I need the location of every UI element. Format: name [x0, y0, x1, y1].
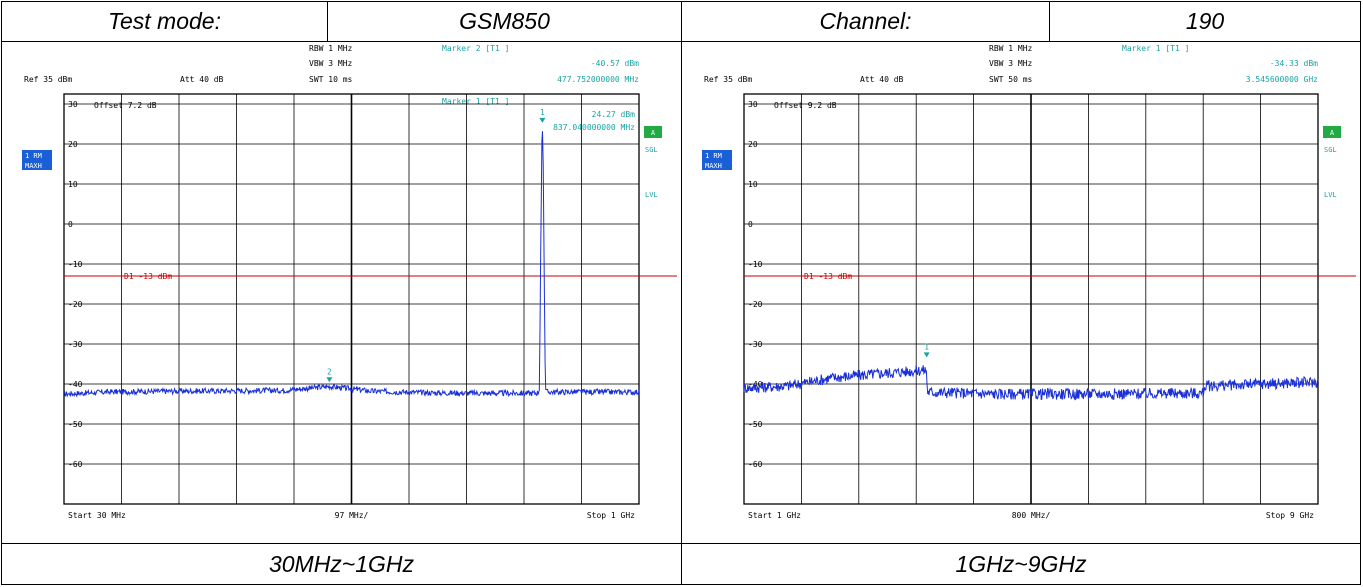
test-mode-value: GSM850: [327, 1, 682, 42]
left-plot-cell: Ref 35 dBm Att 40 dB RBW 1 MHz VBW 3 MHz SWT…: [1, 41, 682, 544]
marker-a-title: Marker 1 [T1 ]: [1122, 44, 1189, 53]
trace-badge-line2: MAXH: [25, 162, 42, 170]
channel-label: Channel:: [681, 1, 1050, 42]
spectrum-plot-30mhz-1ghz: Ref 35 dBm Att 40 dB RBW 1 MHz VBW 3 MHz SWT…: [22, 44, 677, 520]
spectrum-plot-1ghz-9ghz: Ref 35 dBm Att 40 dB RBW 1 MHz VBW 3 MHz SWT…: [702, 44, 1356, 520]
channel-value: 190: [1049, 1, 1361, 42]
right-plot-cell: Ref 35 dBm Att 40 dB RBW 1 MHz VBW 3 MHz SWT…: [681, 41, 1361, 544]
status-a-text: A: [1330, 129, 1335, 137]
marker-a-frequency: 3.545600000 GHz: [1246, 75, 1318, 84]
sgl-indicator: SGL: [645, 146, 658, 154]
y-tick-label: -20: [748, 300, 763, 309]
marker-label: 1: [540, 108, 545, 117]
y-tick-label: -40: [68, 380, 83, 389]
attenuation-text: Att 40 dB: [180, 75, 224, 84]
left-caption: 30MHz~1GHz: [1, 543, 682, 585]
trace-badge-line1: 1 RM: [705, 152, 722, 160]
offset-text: Offset 7.2 dB: [94, 101, 157, 110]
status-a-badge: [644, 126, 662, 138]
span-per-div-text: 97 MHz/: [335, 511, 369, 520]
marker-triangle: [326, 377, 333, 383]
marker-a-level: -40.57 dBm: [591, 59, 639, 68]
vbw-text: VBW 3 MHz: [989, 59, 1033, 68]
sgl-indicator: SGL: [1324, 146, 1337, 154]
attenuation-text: Att 40 dB: [860, 75, 904, 84]
stop-frequency-text: Stop 1 GHz: [587, 511, 635, 520]
marker-triangle: [539, 117, 546, 123]
y-tick-label: -10: [68, 260, 83, 269]
spectrum-trace: [63, 131, 640, 398]
vbw-text: VBW 3 MHz: [309, 59, 353, 68]
y-tick-label: 20: [748, 140, 758, 149]
sweep-time-text: SWT 50 ms: [989, 75, 1033, 84]
y-tick-label: -30: [748, 340, 763, 349]
trace-badge: [22, 150, 52, 170]
marker-a-level: -34.33 dBm: [1270, 59, 1318, 68]
right-caption: 1GHz~9GHz: [681, 543, 1361, 585]
y-tick-label: 20: [68, 140, 78, 149]
y-tick-label: 30: [748, 100, 758, 109]
rbw-text: RBW 1 MHz: [309, 44, 353, 53]
trace-badge-line2: MAXH: [705, 162, 722, 170]
marker-label: 2: [327, 367, 332, 376]
y-tick-label: 30: [68, 100, 78, 109]
y-tick-label: -60: [748, 460, 763, 469]
y-tick-label: 0: [68, 220, 73, 229]
marker-b-title: Marker 1 [T1 ]: [442, 97, 509, 106]
sweep-time-text: SWT 10 ms: [309, 75, 353, 84]
status-a-badge: [1323, 126, 1341, 138]
lvl-indicator: LVL: [1324, 191, 1337, 199]
marker-a-title: Marker 2 [T1 ]: [442, 44, 509, 53]
offset-text: Offset 9.2 dB: [774, 101, 837, 110]
y-tick-label: 0: [748, 220, 753, 229]
marker-label: 1: [924, 342, 929, 351]
y-tick-label: -10: [748, 260, 763, 269]
marker-b-level: 24.27 dBm: [592, 110, 636, 119]
ref-level-text: Ref 35 dBm: [704, 75, 752, 84]
y-tick-label: -50: [748, 420, 763, 429]
y-tick-label: -30: [68, 340, 83, 349]
span-per-div-text: 800 MHz/: [1012, 511, 1051, 520]
y-tick-label: -60: [68, 460, 83, 469]
trace-badge: [702, 150, 732, 170]
status-a-text: A: [651, 129, 656, 137]
start-frequency-text: Start 1 GHz: [748, 511, 801, 520]
start-frequency-text: Start 30 MHz: [68, 511, 126, 520]
y-tick-label: -20: [68, 300, 83, 309]
stop-frequency-text: Stop 9 GHz: [1266, 511, 1314, 520]
limit-line-label: D1 -13 dBm: [804, 272, 852, 281]
trace-badge-line1: 1 RM: [25, 152, 42, 160]
marker-b-frequency: 837.040000000 MHz: [553, 123, 635, 132]
limit-line-label: D1 -13 dBm: [124, 272, 172, 281]
test-mode-label: Test mode:: [1, 1, 328, 42]
marker-triangle: [923, 352, 930, 358]
ref-level-text: Ref 35 dBm: [24, 75, 72, 84]
lvl-indicator: LVL: [645, 191, 658, 199]
marker-a-frequency: 477.752000000 MHz: [557, 75, 639, 84]
spectrum-trace: [743, 365, 1319, 401]
y-tick-label: 10: [748, 180, 758, 189]
y-tick-label: -50: [68, 420, 83, 429]
rbw-text: RBW 1 MHz: [989, 44, 1033, 53]
y-tick-label: -40: [748, 380, 763, 389]
y-tick-label: 10: [68, 180, 78, 189]
